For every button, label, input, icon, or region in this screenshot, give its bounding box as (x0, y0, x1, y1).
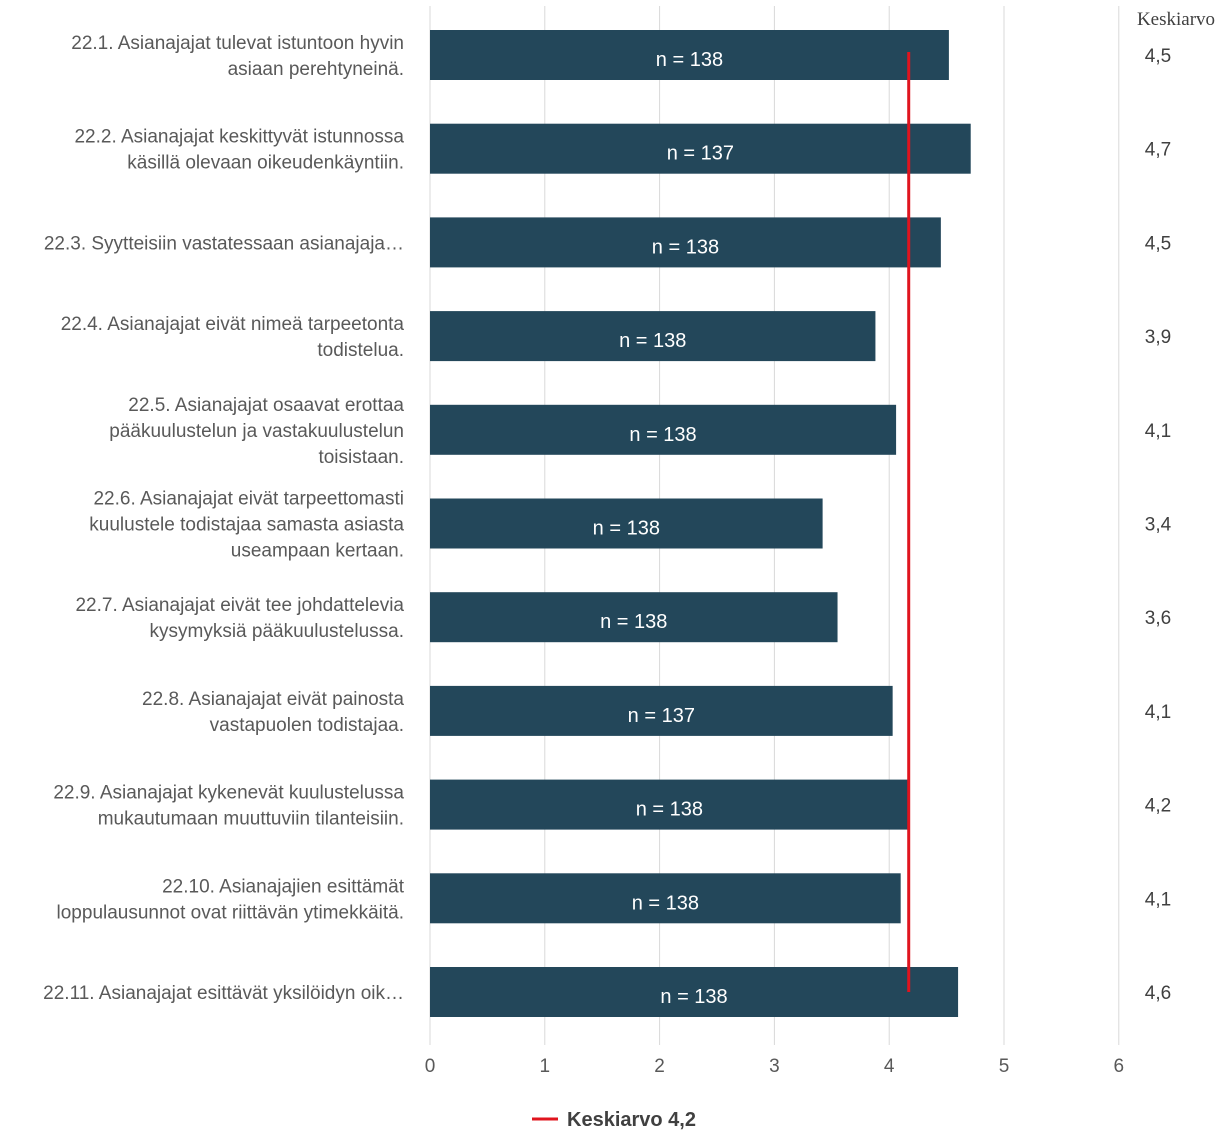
bar-n-label: n = 137 (628, 705, 695, 727)
category-label: 22.5. Asianajajat osaavat erottaa pääkuul… (109, 395, 404, 468)
mean-value: 3,6 (1145, 608, 1171, 629)
bar-n-label: n = 138 (629, 424, 696, 446)
bar-n-label: n = 138 (656, 49, 723, 71)
category-label-line: käsillä olevaan oikeudenkäyntiin. (127, 153, 404, 174)
bar (430, 123, 971, 174)
category-label-line: 22.10. Asianajajien esittämät (162, 876, 405, 897)
mean-value: 4,1 (1145, 702, 1171, 723)
x-tick-label: 6 (1114, 1056, 1125, 1077)
legend-label: Keskiarvo 4,2 (567, 1109, 696, 1130)
bar-n-label: n = 138 (593, 518, 660, 540)
mean-value: 4,1 (1145, 421, 1171, 442)
mean-value: 4,5 (1145, 46, 1171, 67)
category-label: 22.4. Asianajajat eivät nimeä tarpeetont… (61, 314, 405, 361)
category-label-line: vastapuolen todistajaa. (210, 715, 404, 736)
category-label-line: pääkuulustelun ja vastakuulustelun (109, 421, 404, 442)
mean-value: 4,5 (1145, 233, 1171, 254)
category-label-line: 22.9. Asianajajat kykenevät kuulusteluss… (53, 783, 404, 804)
mean-value: 4,1 (1145, 889, 1171, 910)
x-tick-label: 4 (884, 1056, 895, 1077)
bar (430, 498, 823, 549)
category-labels: 22.1. Asianajajat tulevat istuntoon hyvi… (43, 33, 405, 1004)
x-axis-ticks: 0 1 2 3 4 5 6 (425, 1056, 1124, 1077)
category-label-line: 22.11. Asianajajat esittävät yksilöidyn … (43, 983, 404, 1004)
category-label: 22.10. Asianajajien esittämät loppulausun… (57, 876, 405, 923)
legend: Keskiarvo 4,2 (532, 1109, 696, 1130)
category-label-line: 22.1. Asianajajat tulevat istuntoon hyvi… (71, 33, 404, 54)
category-label: 22.8. Asianajajat eivät painosta vastapuo… (142, 689, 404, 736)
bar (430, 685, 893, 736)
bar (430, 217, 941, 268)
bar-n-label: n = 138 (600, 611, 667, 633)
bar (430, 592, 838, 643)
mean-value: 3,9 (1145, 327, 1171, 348)
bar (430, 404, 897, 455)
bar (430, 873, 901, 924)
bar-n-label: n = 138 (652, 236, 719, 258)
category-label-line: toisistaan. (318, 447, 404, 468)
category-label-line: asiaan perehtyneinä. (228, 59, 404, 80)
category-label: 22.7. Asianajajat eivät tee johdattelevi… (75, 595, 404, 642)
bar-n-label: n = 138 (636, 799, 703, 821)
category-label-line: loppulausunnot ovat riittävän ytimekkäit… (57, 902, 404, 923)
x-tick-label: 0 (425, 1056, 436, 1077)
category-label: 22.6. Asianajajat eivät tarpeettomasti ku… (89, 489, 404, 562)
bar (430, 967, 959, 1017)
mean-value: 3,4 (1145, 515, 1172, 536)
category-label-line: kuulustele todistajaa samasta asiasta (89, 515, 404, 536)
bar-n-label: n = 138 (619, 330, 686, 352)
category-label: 22.1. Asianajajat tulevat istuntoon hyvi… (71, 33, 404, 80)
category-label-line: 22.7. Asianajajat eivät tee johdattelevi… (75, 595, 404, 616)
category-label-line: 22.3. Syytteisiin vastatessaan asianajaj… (44, 233, 404, 254)
category-label-line: 22.4. Asianajajat eivät nimeä tarpeetont… (61, 314, 405, 335)
x-tick-label: 2 (654, 1056, 665, 1077)
mean-value: 4,2 (1145, 796, 1171, 817)
bar (430, 779, 909, 830)
bar (430, 30, 949, 80)
category-label-line: useampaan kertaan. (231, 541, 404, 562)
bar-n-label: n = 138 (660, 986, 727, 1008)
category-label-line: kysymyksiä pääkuulustelussa. (150, 621, 405, 642)
category-label-line: 22.2. Asianajajat keskittyvät istunnossa (74, 127, 404, 148)
bar-n-label: n = 138 (632, 892, 699, 914)
category-label: 22.2. Asianajajat keskittyvät istunnossa… (74, 127, 404, 174)
category-label-line: 22.5. Asianajajat osaavat erottaa (128, 395, 404, 416)
bar-labels: n = 138 n = 137 n = 138 n = 138 n = 138 n = 1… (593, 49, 734, 1008)
mean-value: 4,7 (1145, 140, 1171, 161)
x-tick-label: 1 (540, 1056, 551, 1077)
mean-values: 4,5 4,7 4,5 3,9 4,1 3,4 3,6 4,1 4,2 4,1 4,6 (1145, 46, 1172, 1004)
category-label-line: 22.6. Asianajajat eivät tarpeettomasti (93, 489, 404, 510)
bars (430, 30, 971, 1017)
category-label: 22.3. Syytteisiin vastatessaan asianajaj… (44, 233, 404, 254)
category-label-line: 22.8. Asianajajat eivät painosta (142, 689, 404, 710)
category-label-line: mukautumaan muuttuviin tilanteisiin. (98, 809, 404, 830)
category-label: 22.11. Asianajajat esittävät yksilöidyn … (43, 983, 404, 1004)
mean-value: 4,6 (1145, 983, 1171, 1004)
category-label: 22.9. Asianajajat kykenevät kuulusteluss… (53, 783, 404, 830)
bar (430, 311, 876, 362)
bar-n-label: n = 137 (667, 143, 734, 165)
x-tick-label: 5 (999, 1056, 1010, 1077)
category-label-line: todistelua. (317, 340, 404, 361)
x-tick-label: 3 (769, 1056, 780, 1077)
mean-column-header: Keskiarvo (1137, 9, 1215, 30)
